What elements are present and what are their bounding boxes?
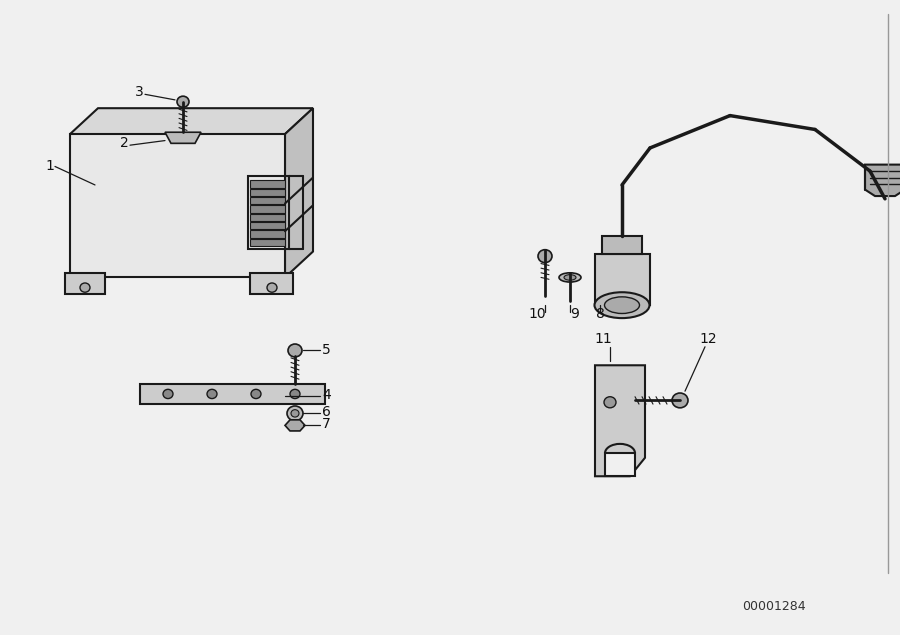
Polygon shape — [165, 132, 201, 144]
Circle shape — [267, 283, 277, 292]
Circle shape — [288, 344, 302, 357]
Polygon shape — [250, 197, 285, 204]
Circle shape — [538, 250, 552, 263]
Text: 6: 6 — [322, 405, 331, 420]
Polygon shape — [595, 365, 645, 476]
Polygon shape — [250, 222, 285, 229]
Text: 11: 11 — [594, 332, 612, 346]
Ellipse shape — [595, 292, 650, 318]
Text: 1: 1 — [45, 159, 54, 173]
Polygon shape — [250, 239, 285, 246]
Text: 9: 9 — [571, 307, 580, 321]
Polygon shape — [865, 164, 900, 196]
Polygon shape — [250, 273, 293, 294]
Polygon shape — [250, 205, 285, 213]
Polygon shape — [250, 180, 285, 188]
Text: 10: 10 — [528, 307, 545, 321]
Polygon shape — [595, 254, 650, 305]
Polygon shape — [140, 384, 325, 404]
Text: 8: 8 — [596, 307, 605, 321]
Polygon shape — [250, 213, 285, 221]
Polygon shape — [285, 108, 313, 277]
Circle shape — [251, 389, 261, 399]
Circle shape — [672, 393, 688, 408]
Polygon shape — [605, 453, 635, 476]
Text: 5: 5 — [322, 342, 331, 357]
Text: 3: 3 — [135, 86, 144, 100]
Polygon shape — [602, 236, 642, 254]
Circle shape — [291, 410, 299, 417]
Text: 00001284: 00001284 — [742, 600, 806, 613]
Ellipse shape — [605, 297, 640, 314]
Polygon shape — [65, 273, 105, 294]
Polygon shape — [285, 420, 305, 431]
Text: 2: 2 — [120, 137, 129, 150]
Polygon shape — [70, 134, 285, 277]
Circle shape — [163, 389, 173, 399]
Text: 12: 12 — [699, 332, 716, 346]
Ellipse shape — [564, 275, 576, 280]
Circle shape — [80, 283, 90, 292]
Text: 4: 4 — [322, 388, 331, 402]
Circle shape — [287, 406, 303, 421]
Polygon shape — [250, 189, 285, 196]
Text: 7: 7 — [322, 417, 331, 431]
Circle shape — [207, 389, 217, 399]
Circle shape — [604, 397, 616, 408]
Circle shape — [177, 96, 189, 107]
Ellipse shape — [559, 273, 581, 282]
Polygon shape — [250, 231, 285, 237]
Polygon shape — [70, 108, 313, 134]
Circle shape — [290, 389, 300, 399]
